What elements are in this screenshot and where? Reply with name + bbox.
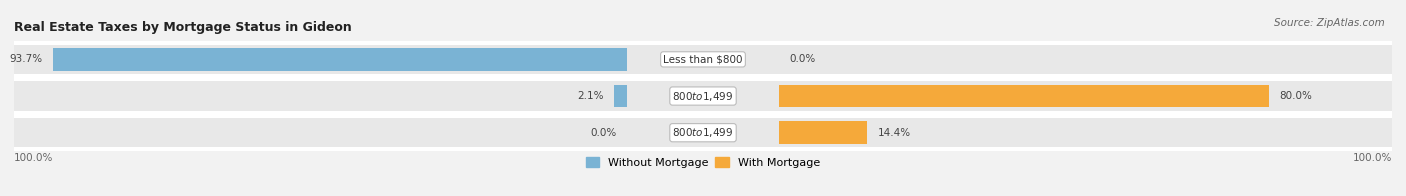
Bar: [14, 41, 1392, 78]
Text: 93.7%: 93.7%: [10, 54, 42, 64]
Bar: [14, 78, 1392, 114]
Text: $800 to $1,499: $800 to $1,499: [672, 126, 734, 139]
Bar: [779, 121, 868, 144]
Text: 80.0%: 80.0%: [1279, 91, 1313, 101]
Text: 100.0%: 100.0%: [1353, 153, 1392, 163]
Bar: [14, 114, 1392, 151]
Text: 14.4%: 14.4%: [877, 128, 911, 138]
Text: 0.0%: 0.0%: [789, 54, 815, 64]
Text: 2.1%: 2.1%: [578, 91, 605, 101]
Text: 100.0%: 100.0%: [14, 153, 53, 163]
Bar: [52, 48, 627, 71]
Bar: [14, 81, 1392, 111]
Legend: Without Mortgage, With Mortgage: Without Mortgage, With Mortgage: [586, 157, 820, 168]
Bar: [14, 118, 1392, 147]
Bar: [779, 85, 1270, 107]
Bar: [614, 85, 627, 107]
Text: Real Estate Taxes by Mortgage Status in Gideon: Real Estate Taxes by Mortgage Status in …: [14, 21, 352, 34]
Text: 0.0%: 0.0%: [591, 128, 617, 138]
Text: Less than $800: Less than $800: [664, 54, 742, 64]
Text: Source: ZipAtlas.com: Source: ZipAtlas.com: [1274, 18, 1385, 28]
Bar: [14, 45, 1392, 74]
Text: $800 to $1,499: $800 to $1,499: [672, 90, 734, 103]
